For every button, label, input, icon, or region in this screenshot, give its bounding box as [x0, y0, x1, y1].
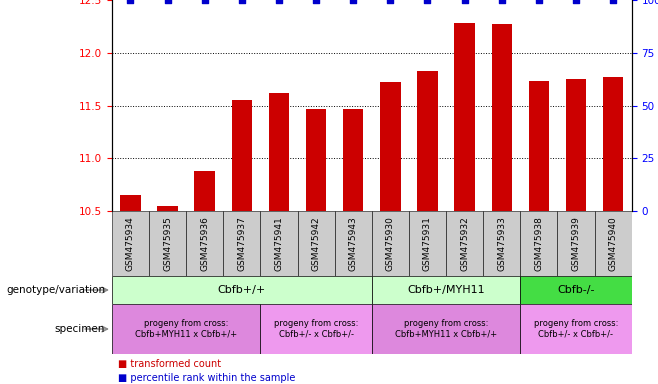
Text: GSM475939: GSM475939 — [572, 216, 580, 271]
Bar — [268, 93, 289, 211]
Bar — [455, 23, 475, 211]
Bar — [520, 276, 632, 304]
Bar — [149, 211, 186, 276]
Text: genotype/variation: genotype/variation — [6, 285, 105, 295]
Bar — [557, 211, 595, 276]
Bar — [343, 109, 363, 211]
Text: GSM475938: GSM475938 — [534, 216, 544, 271]
Text: GSM475932: GSM475932 — [460, 216, 469, 271]
Bar — [483, 211, 520, 276]
Bar — [417, 71, 438, 211]
Point — [274, 0, 284, 3]
Bar — [186, 211, 223, 276]
Bar — [528, 81, 549, 211]
Bar — [157, 206, 178, 211]
Text: GSM475941: GSM475941 — [274, 216, 284, 271]
Bar — [261, 304, 372, 354]
Text: progeny from cross:
Cbfb+/- x Cbfb+/-: progeny from cross: Cbfb+/- x Cbfb+/- — [274, 319, 358, 339]
Text: progeny from cross:
Cbfb+/- x Cbfb+/-: progeny from cross: Cbfb+/- x Cbfb+/- — [534, 319, 618, 339]
Bar — [492, 24, 512, 211]
Point — [385, 0, 395, 3]
Point — [496, 0, 507, 3]
Bar — [112, 304, 261, 354]
Text: GSM475934: GSM475934 — [126, 216, 135, 271]
Bar — [112, 211, 149, 276]
Bar — [372, 304, 520, 354]
Bar — [335, 211, 372, 276]
Point — [348, 0, 359, 3]
Text: GSM475942: GSM475942 — [312, 216, 320, 271]
Text: progeny from cross:
Cbfb+MYH11 x Cbfb+/+: progeny from cross: Cbfb+MYH11 x Cbfb+/+ — [395, 319, 497, 339]
Text: Cbfb+/+: Cbfb+/+ — [218, 285, 266, 295]
Point — [311, 0, 321, 3]
Point — [199, 0, 210, 3]
Bar — [603, 77, 623, 211]
Bar — [297, 211, 335, 276]
Text: GSM475935: GSM475935 — [163, 216, 172, 271]
Text: GSM475943: GSM475943 — [349, 216, 358, 271]
Point — [237, 0, 247, 3]
Point — [608, 0, 619, 3]
Text: ■ percentile rank within the sample: ■ percentile rank within the sample — [118, 373, 296, 383]
Text: specimen: specimen — [55, 324, 105, 334]
Text: GSM475931: GSM475931 — [423, 216, 432, 271]
Bar — [380, 82, 401, 211]
Text: Cbfb+/MYH11: Cbfb+/MYH11 — [407, 285, 485, 295]
Bar — [372, 211, 409, 276]
Point — [534, 0, 544, 3]
Bar — [446, 211, 483, 276]
Bar — [306, 109, 326, 211]
Text: ■ transformed count: ■ transformed count — [118, 359, 222, 369]
Bar — [372, 276, 520, 304]
Bar — [520, 304, 632, 354]
Point — [570, 0, 581, 3]
Point — [459, 0, 470, 3]
Point — [125, 0, 136, 3]
Bar — [223, 211, 261, 276]
Text: GSM475940: GSM475940 — [609, 216, 618, 271]
Bar — [261, 211, 297, 276]
Bar — [112, 276, 372, 304]
Text: Cbfb-/-: Cbfb-/- — [557, 285, 595, 295]
Text: progeny from cross:
Cbfb+MYH11 x Cbfb+/+: progeny from cross: Cbfb+MYH11 x Cbfb+/+ — [135, 319, 237, 339]
Bar — [195, 171, 215, 211]
Bar — [520, 211, 557, 276]
Bar — [595, 211, 632, 276]
Bar — [409, 211, 446, 276]
Text: GSM475937: GSM475937 — [238, 216, 246, 271]
Text: GSM475933: GSM475933 — [497, 216, 506, 271]
Point — [163, 0, 173, 3]
Bar — [232, 100, 252, 211]
Bar — [566, 79, 586, 211]
Text: GSM475930: GSM475930 — [386, 216, 395, 271]
Bar — [120, 195, 141, 211]
Point — [422, 0, 433, 3]
Text: GSM475936: GSM475936 — [200, 216, 209, 271]
